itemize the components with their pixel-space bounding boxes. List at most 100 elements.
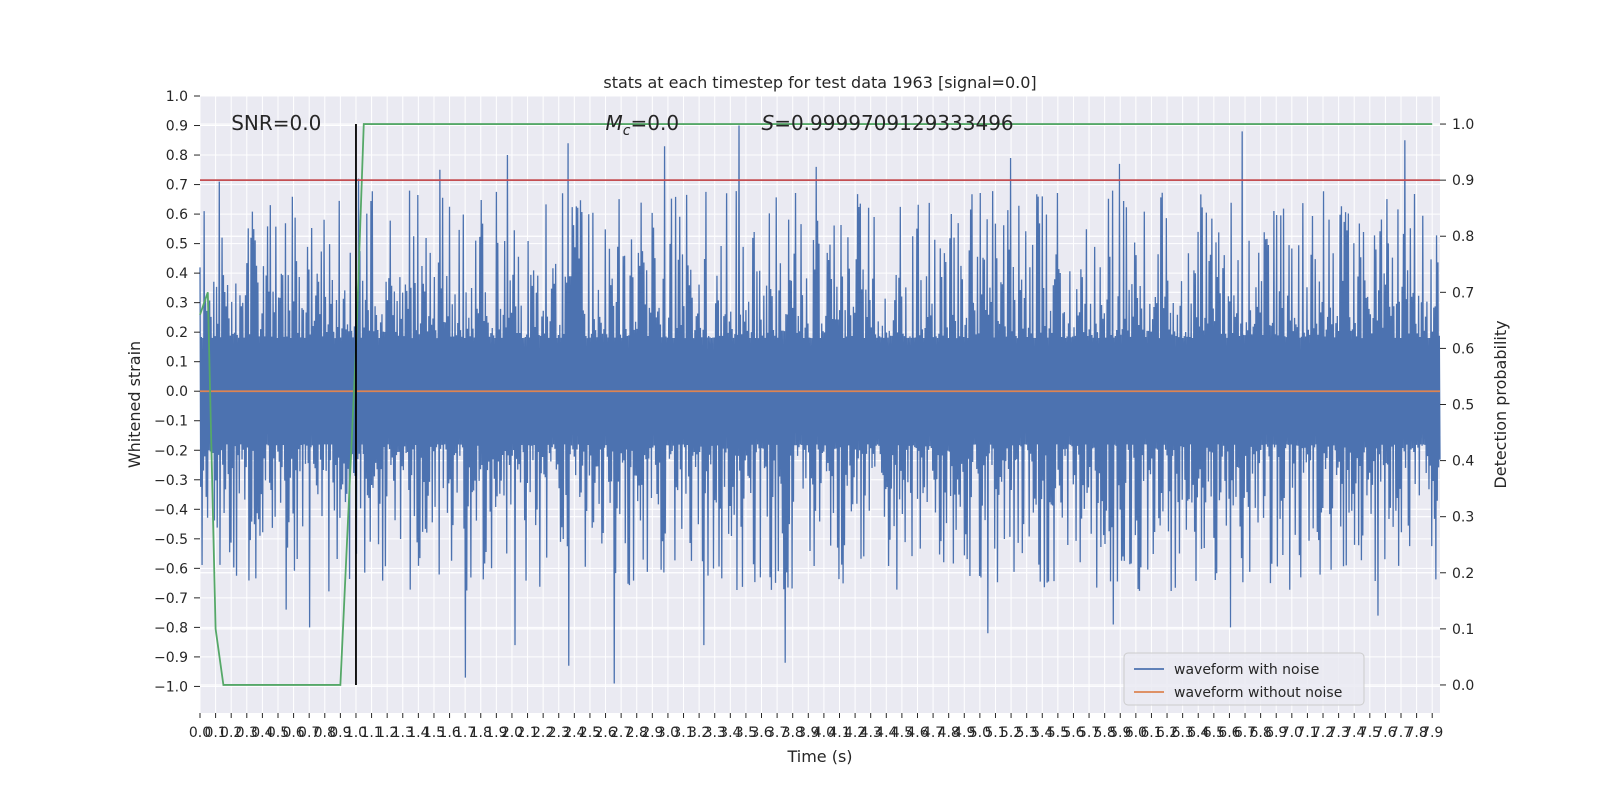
x-axis-title: Time (s): [786, 747, 852, 766]
x-tick-label: 5.6: [1062, 725, 1084, 741]
x-tick-label: 5.2: [1000, 725, 1022, 741]
y-tick-label: 0.4: [166, 266, 188, 282]
x-tick-label: 7.7: [1390, 725, 1412, 741]
x-tick-label: 4.2: [844, 725, 866, 741]
x-tick-label: 0.3: [236, 725, 258, 741]
annotation-snr: SNR=0.0: [231, 111, 321, 135]
x-tick-label: 2.7: [610, 725, 632, 741]
y-axis-title: Whitened strain: [125, 341, 144, 468]
x-tick-label: 7.1: [1296, 725, 1318, 741]
x-tick-label: 3.9: [797, 725, 819, 741]
x-tick-label: 4.6: [906, 725, 928, 741]
x-tick-label: 0.4: [251, 725, 273, 741]
x-tick-label: 0.0: [189, 725, 211, 741]
x-tick-label: 4.0: [813, 725, 835, 741]
x-tick-label: 4.3: [860, 725, 882, 741]
y2-tick-label: 0.3: [1452, 510, 1474, 526]
x-tick-label: 5.7: [1078, 725, 1100, 741]
x-tick-label: 7.6: [1374, 725, 1396, 741]
x-tick-label: 1.8: [470, 725, 492, 741]
annotation-chirp-mass-subscript: c: [623, 123, 631, 139]
x-tick-label: 6.1: [1140, 725, 1162, 741]
x-tick-label: 5.1: [984, 725, 1006, 741]
x-tick-label: 0.1: [204, 725, 226, 741]
legend-label-waveform-with-noise: waveform with noise: [1174, 662, 1319, 678]
annotation-chirp-mass-value: =0.0: [631, 111, 680, 135]
x-tick-label: 5.0: [969, 725, 991, 741]
y2-tick-label: 0.9: [1452, 173, 1474, 189]
x-tick-label: 3.0: [657, 725, 679, 741]
x-tick-label: 1.1: [360, 725, 382, 741]
x-tick-label: 7.2: [1312, 725, 1334, 741]
x-tick-label: 3.7: [766, 725, 788, 741]
y-axis-ticks: 1.0 0.9 0.8 0.7 0.6 0.5 0.4 0.3 0.2 0.1 0.0 −0.1 −0.…: [154, 89, 200, 695]
legend: waveform with noise waveform without noi…: [1123, 652, 1365, 706]
series-waveform-with-noise: [199, 125, 1441, 684]
y-tick-label: 0.2: [166, 325, 188, 341]
x-tick-label: 0.8: [314, 725, 336, 741]
x-tick-label: 4.9: [953, 725, 975, 741]
x-tick-label: 5.5: [1047, 725, 1069, 741]
y-tick-label: 0.0: [166, 384, 188, 400]
y-tick-label: −0.7: [154, 591, 188, 607]
y2-tick-label: 0.2: [1452, 566, 1474, 582]
x-tick-label: 7.0: [1281, 725, 1303, 741]
y-tick-label: −0.5: [154, 532, 188, 548]
x-tick-label: 3.1: [672, 725, 694, 741]
y2-axis-ticks: 1.0 0.9 0.8 0.7 0.6 0.5 0.4 0.3 0.2 0.1 0.0: [1440, 117, 1474, 694]
x-tick-label: 2.5: [579, 725, 601, 741]
x-tick-label: 6.4: [1187, 725, 1209, 741]
x-tick-label: 5.3: [1016, 725, 1038, 741]
y2-tick-label: 0.8: [1452, 229, 1474, 245]
y2-tick-label: 0.6: [1452, 341, 1474, 357]
x-tick-label: 0.7: [298, 725, 320, 741]
x-tick-label: 3.6: [750, 725, 772, 741]
x-tick-label: 4.8: [938, 725, 960, 741]
x-tick-label: 6.5: [1203, 725, 1225, 741]
x-tick-label: 6.8: [1249, 725, 1271, 741]
y-tick-label: −0.4: [154, 502, 188, 518]
y-tick-label: −0.1: [154, 414, 188, 430]
x-tick-label: 5.4: [1031, 725, 1053, 741]
x-tick-label: 1.6: [438, 725, 460, 741]
legend-box: [1123, 652, 1365, 706]
annotation-detection-statistic: S=0.9999709129333496: [762, 111, 1014, 135]
x-tick-label: 2.4: [563, 725, 585, 741]
annotation-chirp-mass: Mc=0.0: [606, 111, 680, 139]
x-axis-ticks: 0.00.10.20.30.40.50.60.70.80.91.01.11.21…: [189, 713, 1443, 741]
series-detection-probability: [199, 123, 1433, 686]
x-tick-label: 0.5: [267, 725, 289, 741]
x-tick-label: 7.5: [1359, 725, 1381, 741]
x-tick-label: 4.4: [875, 725, 897, 741]
x-tick-label: 1.9: [485, 725, 507, 741]
x-tick-label: 4.1: [828, 725, 850, 741]
y-tick-label: −0.6: [154, 561, 188, 577]
y-tick-label: 0.1: [166, 355, 188, 371]
y-tick-label: −1.0: [154, 679, 188, 695]
x-tick-label: 6.9: [1265, 725, 1287, 741]
y-tick-label: 0.9: [166, 119, 188, 135]
x-tick-label: 0.9: [329, 725, 351, 741]
chart-title: stats at each timestep for test data 196…: [603, 73, 1036, 92]
x-tick-label: 0.2: [220, 725, 242, 741]
x-tick-label: 5.9: [1109, 725, 1131, 741]
y-tick-label: 0.7: [166, 178, 188, 194]
y-tick-label: −0.3: [154, 473, 188, 489]
y-tick-label: −0.2: [154, 443, 188, 459]
y-tick-label: 0.8: [166, 148, 188, 164]
x-tick-label: 1.0: [345, 725, 367, 741]
x-tick-label: 3.4: [719, 725, 741, 741]
x-tick-label: 6.3: [1172, 725, 1194, 741]
x-tick-label: 1.4: [407, 725, 429, 741]
detection-probability-line: [199, 123, 1433, 686]
x-tick-label: 0.6: [282, 725, 304, 741]
y-tick-label: 0.5: [166, 237, 188, 253]
x-tick-label: 2.3: [548, 725, 570, 741]
x-tick-label: 4.7: [922, 725, 944, 741]
x-tick-label: 7.4: [1343, 725, 1365, 741]
x-tick-label: 3.5: [735, 725, 757, 741]
y-tick-label: −0.8: [154, 620, 188, 636]
y2-tick-label: 1.0: [1452, 117, 1474, 133]
x-tick-label: 3.8: [782, 725, 804, 741]
